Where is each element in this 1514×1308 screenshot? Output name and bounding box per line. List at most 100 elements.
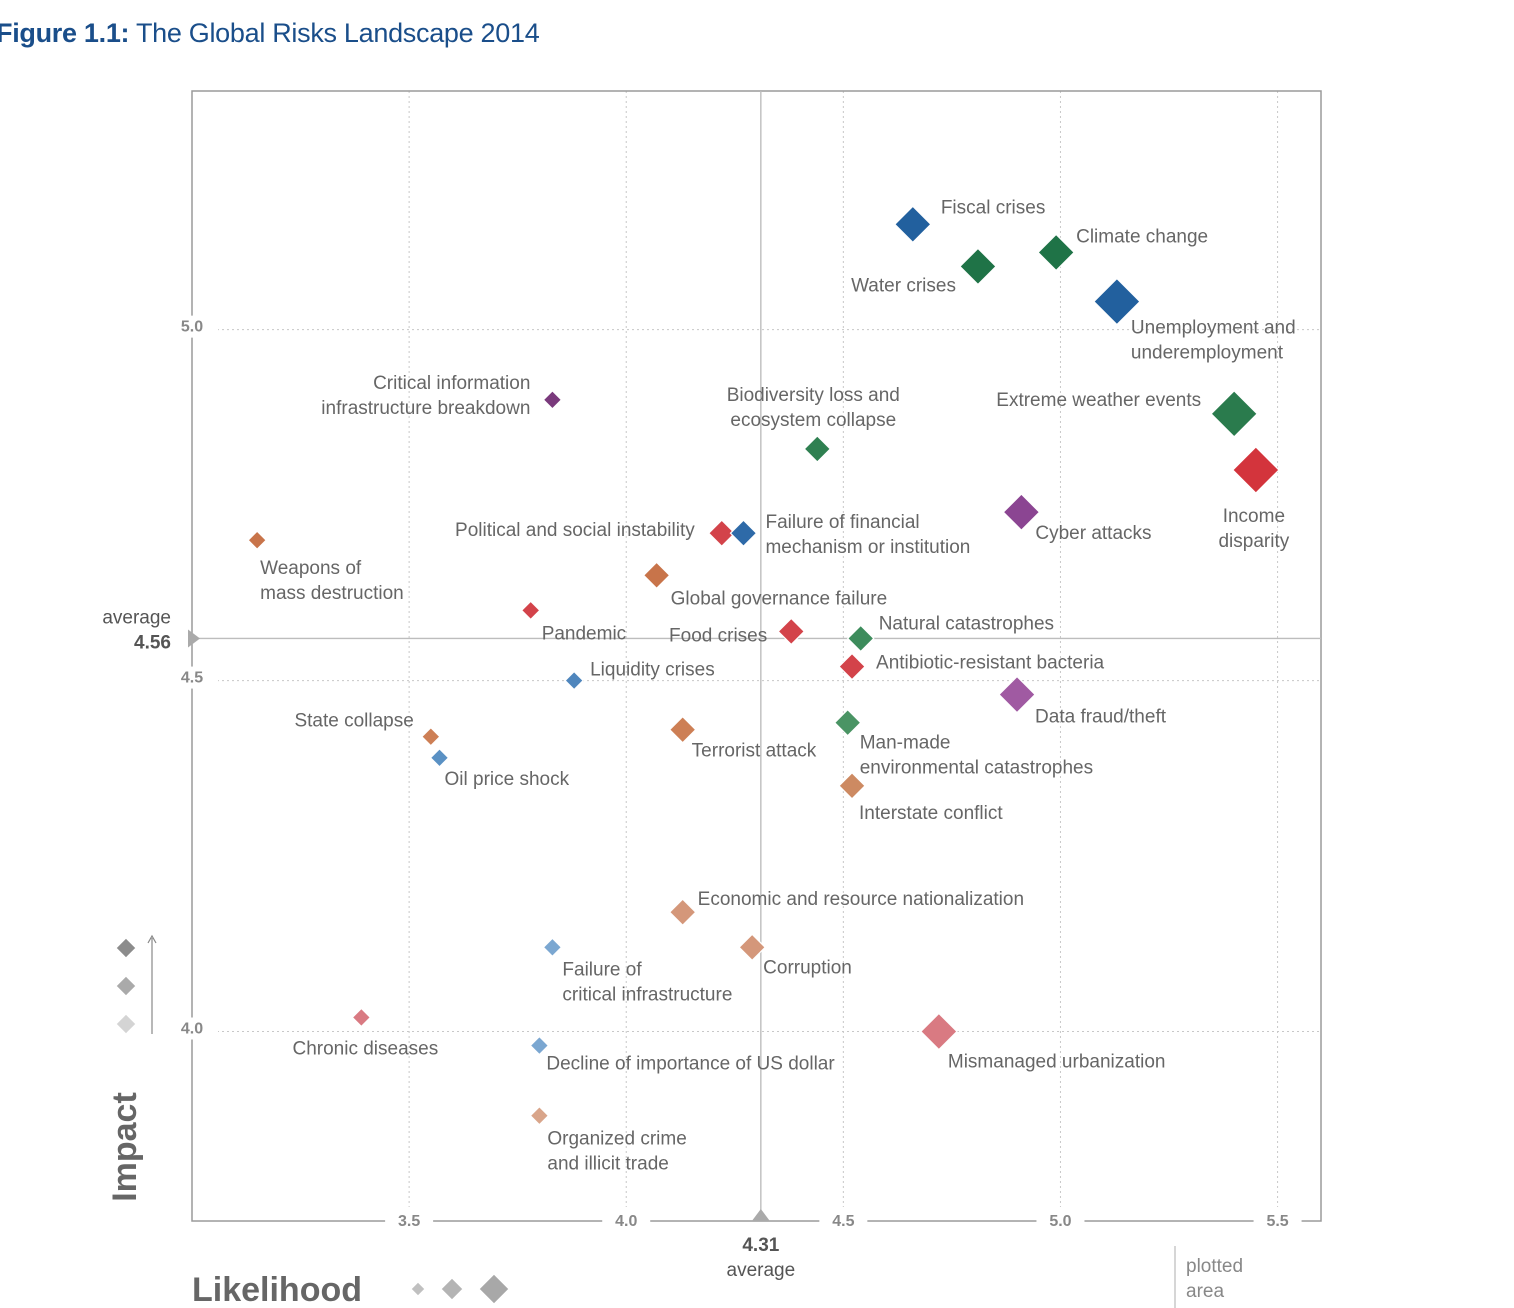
risk-label-line: ecosystem collapse	[730, 410, 896, 431]
risk-point	[729, 519, 758, 548]
y-tick-bg	[178, 666, 218, 689]
risk-label: Corruption	[763, 957, 852, 978]
risk-label: Political and social instability	[455, 520, 695, 541]
risk-label: Chronic diseases	[292, 1038, 438, 1059]
risk-label-line: Liquidity crises	[590, 660, 715, 681]
risk-label-line: Food crises	[669, 625, 767, 646]
risk-label: State collapse	[294, 711, 413, 732]
risk-label-line: Income	[1223, 506, 1285, 527]
risk-point	[1093, 277, 1141, 326]
risk-label-line: mechanism or institution	[765, 537, 970, 558]
risk-label-line: Man-made	[860, 733, 951, 754]
risk-label-line: Corruption	[763, 957, 852, 978]
risk-point	[846, 624, 875, 653]
risk-point	[351, 1007, 372, 1028]
figure-title: Figure 1.1: The Global Risks Landscape 2…	[0, 18, 540, 49]
y-tick-label: 4.0	[181, 1020, 203, 1037]
y-average-label: average	[102, 607, 171, 628]
risk-label-line: Chronic diseases	[292, 1038, 438, 1059]
figure-title-text: The Global Risks Landscape 2014	[135, 18, 540, 48]
y-tick-label: 4.5	[181, 670, 203, 687]
risk-label: Economic and resource nationalization	[698, 889, 1024, 910]
risk-label-line: Pandemic	[542, 623, 627, 644]
risk-point	[542, 389, 563, 410]
x-tick-bg	[819, 1207, 868, 1233]
risk-point	[529, 1035, 550, 1056]
risk-label-line: Terrorist attack	[692, 741, 817, 762]
impact-legend-mid	[115, 975, 137, 997]
impact-legend-low	[115, 1013, 137, 1035]
risk-label-line: Fiscal crises	[941, 197, 1046, 218]
risk-label-line: Political and social instability	[455, 520, 695, 541]
risk-label-line: Biodiversity loss and	[727, 385, 900, 406]
risk-label: Decline of importance of US dollar	[546, 1054, 835, 1075]
plotted-area-label-line: plotted	[1186, 1256, 1243, 1277]
risk-point	[833, 708, 862, 737]
risk-label: Failure of financial mechanism or institu…	[765, 512, 970, 558]
x-average-value: 4.31	[742, 1235, 779, 1256]
risk-label: Global governance failure	[671, 588, 888, 609]
x-average-marker	[751, 1209, 770, 1221]
risk-label: Weapons of mass destruction	[260, 558, 404, 604]
risk-label: Pandemic	[542, 623, 627, 644]
risk-point	[959, 247, 997, 286]
risk-label-line: Climate change	[1076, 226, 1208, 247]
risk-label: Man-made environmental catastrophes	[860, 733, 1093, 779]
risk-label-line: Failure of	[562, 959, 642, 980]
risk-label-line: Economic and resource nationalization	[698, 889, 1024, 910]
risk-label: Extreme weather events	[996, 390, 1201, 411]
likelihood-legend-small	[410, 1281, 426, 1297]
risk-point	[429, 747, 450, 768]
risk-point	[777, 617, 806, 646]
risk-label: Food crises	[669, 625, 767, 646]
point-labels: Fiscal crises Climate change Water crises U…	[260, 197, 1296, 1174]
risk-label: Biodiversity loss and ecosystem collapse	[727, 385, 900, 431]
x-tick-bg	[385, 1207, 434, 1233]
x-axis-title: Likelihood	[192, 1271, 362, 1308]
risk-point	[998, 675, 1036, 714]
risk-label: Cyber attacks	[1035, 523, 1151, 544]
risk-point	[803, 435, 832, 463]
risk-label: Oil price shock	[445, 769, 570, 790]
x-tick-label: 5.5	[1266, 1213, 1288, 1230]
risk-point	[920, 1012, 958, 1051]
risk-label-line: Natural catastrophes	[879, 613, 1054, 634]
risk-point	[642, 561, 671, 590]
risk-label: Unemployment and underemployment	[1131, 318, 1296, 364]
risk-point	[707, 519, 736, 548]
x-tick-bg	[1036, 1207, 1085, 1233]
plotted-area-label-line: area	[1186, 1281, 1224, 1302]
risk-point	[1002, 493, 1041, 531]
risk-label-line: Decline of importance of US dollar	[546, 1054, 835, 1075]
risk-label: Antibiotic-resistant bacteria	[876, 653, 1105, 674]
figure-label: Figure 1.1:	[0, 18, 130, 48]
x-tick-label: 4.5	[832, 1213, 854, 1230]
y-average-value: 4.56	[134, 632, 171, 653]
risk-label-line: Weapons of	[260, 558, 362, 579]
likelihood-legend-large	[478, 1273, 510, 1305]
risk-label: Interstate conflict	[859, 803, 1003, 824]
risk-label: Fiscal crises	[941, 197, 1046, 218]
risk-point	[542, 937, 563, 958]
risk-label-line: Mismanaged urbanization	[948, 1051, 1166, 1072]
x-tick-label: 5.0	[1049, 1213, 1071, 1230]
y-average-marker	[188, 629, 200, 648]
risk-label-line: Interstate conflict	[859, 803, 1003, 824]
x-tick-label: 3.5	[398, 1213, 420, 1230]
risk-point	[668, 898, 697, 927]
y-tick-label: 5.0	[181, 319, 203, 336]
risk-label-line: underemployment	[1131, 343, 1284, 364]
risk-label-line: Data fraud/theft	[1035, 707, 1167, 728]
risk-label: Liquidity crises	[590, 660, 715, 681]
risk-label-line: Unemployment and	[1131, 318, 1296, 339]
risk-label-line: disparity	[1218, 531, 1289, 552]
x-tick-bg	[1253, 1207, 1302, 1233]
risk-label-line: Organized crime	[547, 1129, 686, 1150]
data-points	[247, 205, 1280, 1126]
risk-label-line: and illicit trade	[547, 1154, 668, 1175]
risk-label-line: critical infrastructure	[562, 984, 732, 1005]
average-lines: 4.31 average average 4.56	[102, 91, 1321, 1281]
likelihood-legend-mid	[440, 1277, 464, 1301]
risk-point	[1210, 390, 1259, 438]
risk-label-line: Antibiotic-resistant bacteria	[876, 653, 1105, 674]
